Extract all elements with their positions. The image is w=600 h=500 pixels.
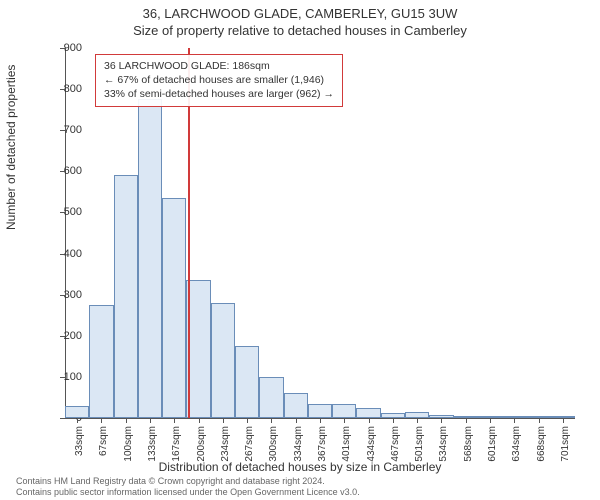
histogram-bar — [65, 406, 89, 418]
page-title-address: 36, LARCHWOOD GLADE, CAMBERLEY, GU15 3UW — [0, 0, 600, 21]
histogram-bar — [478, 416, 502, 418]
histogram-bar — [526, 416, 550, 418]
x-tick-mark — [441, 418, 442, 423]
callout-line-2: ← 67% of detached houses are smaller (1,… — [104, 73, 334, 87]
histogram-bar — [186, 280, 210, 418]
x-tick-label: 200sqm — [196, 426, 207, 462]
histogram-bar — [308, 404, 332, 418]
x-tick-mark — [296, 418, 297, 423]
x-tick-label: 634sqm — [511, 426, 522, 462]
x-tick-label: 668sqm — [536, 426, 547, 462]
x-tick-mark — [247, 418, 248, 423]
x-tick-label: 568sqm — [463, 426, 474, 462]
x-axis-label: Distribution of detached houses by size … — [0, 460, 600, 474]
x-tick-label: 234sqm — [220, 426, 231, 462]
x-tick-mark — [369, 418, 370, 423]
x-tick-mark — [344, 418, 345, 423]
callout-line-3: 33% of semi-detached houses are larger (… — [104, 87, 334, 101]
histogram-bar — [502, 416, 526, 418]
x-tick-label: 501sqm — [414, 426, 425, 462]
x-tick-label: 434sqm — [366, 426, 377, 462]
histogram-bar — [284, 393, 308, 418]
x-tick-label: 67sqm — [98, 426, 109, 456]
attribution-line-2: Contains public sector information licen… — [16, 487, 360, 498]
histogram-bar — [405, 412, 429, 418]
x-tick-label: 701sqm — [560, 426, 571, 462]
x-tick-label: 334sqm — [293, 426, 304, 462]
histogram-bar — [138, 99, 162, 418]
x-tick-mark — [514, 418, 515, 423]
x-tick-mark — [320, 418, 321, 423]
x-tick-mark — [466, 418, 467, 423]
x-tick-label: 267sqm — [244, 426, 255, 462]
x-tick-label: 401sqm — [341, 426, 352, 462]
histogram-bar — [551, 416, 575, 418]
histogram-bar — [429, 415, 453, 418]
chart-plot-area: 36 LARCHWOOD GLADE: 186sqm ← 67% of deta… — [65, 48, 575, 418]
histogram-bar — [332, 404, 356, 418]
x-tick-label: 300sqm — [268, 426, 279, 462]
x-tick-mark — [77, 418, 78, 423]
callout-box: 36 LARCHWOOD GLADE: 186sqm ← 67% of deta… — [95, 54, 343, 107]
histogram-bar — [259, 377, 283, 418]
callout-line-1: 36 LARCHWOOD GLADE: 186sqm — [104, 59, 334, 73]
histogram-bar — [114, 175, 138, 418]
attribution-text: Contains HM Land Registry data © Crown c… — [16, 476, 360, 498]
x-tick-label: 167sqm — [171, 426, 182, 462]
x-tick-mark — [101, 418, 102, 423]
y-tick-mark — [60, 418, 65, 419]
y-axis-label: Number of detached properties — [4, 65, 18, 230]
x-tick-mark — [539, 418, 540, 423]
x-tick-mark — [199, 418, 200, 423]
x-tick-label: 100sqm — [123, 426, 134, 462]
x-tick-label: 601sqm — [487, 426, 498, 462]
x-tick-mark — [126, 418, 127, 423]
x-tick-mark — [150, 418, 151, 423]
x-tick-mark — [563, 418, 564, 423]
x-tick-label: 367sqm — [317, 426, 328, 462]
histogram-bar — [211, 303, 235, 418]
x-tick-mark — [174, 418, 175, 423]
x-tick-mark — [271, 418, 272, 423]
x-tick-label: 33sqm — [74, 426, 85, 456]
histogram-bar — [454, 416, 478, 418]
x-tick-mark — [393, 418, 394, 423]
histogram-bar — [235, 346, 259, 418]
histogram-bar — [356, 408, 380, 418]
attribution-line-1: Contains HM Land Registry data © Crown c… — [16, 476, 360, 487]
x-tick-mark — [490, 418, 491, 423]
x-tick-mark — [223, 418, 224, 423]
x-tick-mark — [417, 418, 418, 423]
x-tick-label: 467sqm — [390, 426, 401, 462]
histogram-bar — [162, 198, 186, 418]
histogram-bar — [381, 413, 405, 418]
page-title-sub: Size of property relative to detached ho… — [0, 21, 600, 38]
x-tick-label: 133sqm — [147, 426, 158, 462]
histogram-bar — [89, 305, 113, 418]
x-tick-label: 534sqm — [438, 426, 449, 462]
